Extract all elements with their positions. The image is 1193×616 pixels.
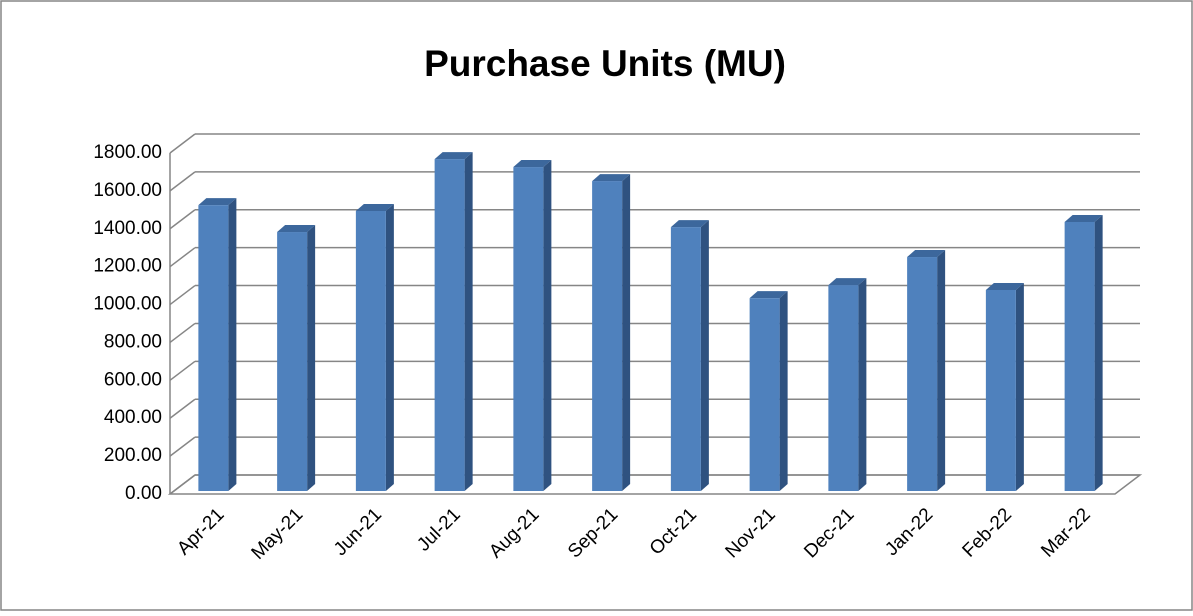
bar-side bbox=[543, 160, 552, 492]
grid-line bbox=[169, 209, 196, 230]
bar-side bbox=[385, 204, 394, 492]
bar bbox=[985, 282, 1024, 491]
bar bbox=[198, 198, 237, 491]
bar-front bbox=[749, 298, 780, 491]
bar bbox=[355, 204, 394, 492]
grid-line bbox=[169, 474, 196, 495]
y-tick-label: 1200.00 bbox=[93, 256, 162, 277]
y-tick-label: 1000.00 bbox=[93, 294, 162, 315]
grid-line bbox=[169, 436, 196, 457]
grid-line bbox=[169, 133, 196, 154]
bar-front bbox=[828, 285, 859, 491]
bar-side bbox=[779, 291, 788, 491]
bar-top bbox=[828, 278, 867, 286]
bar-front bbox=[513, 167, 544, 492]
y-tick-label: 200.00 bbox=[104, 445, 162, 466]
bar-side bbox=[1094, 214, 1103, 491]
bar-top bbox=[592, 174, 631, 182]
bar-side bbox=[700, 220, 709, 491]
bar-top bbox=[985, 282, 1024, 290]
bar-top bbox=[277, 225, 316, 233]
y-tick-label: 1400.00 bbox=[93, 218, 162, 239]
bar bbox=[434, 152, 473, 492]
bar bbox=[670, 220, 709, 491]
grid-line bbox=[169, 171, 196, 192]
bar-front bbox=[355, 211, 386, 492]
bar-front bbox=[198, 205, 229, 491]
bar-front bbox=[985, 289, 1016, 491]
bar-front bbox=[434, 159, 465, 492]
y-tick-label: 1600.00 bbox=[93, 180, 162, 201]
grid-line bbox=[169, 322, 196, 344]
y-tick-label: 800.00 bbox=[104, 331, 162, 352]
grid-line bbox=[169, 284, 196, 306]
bar-side bbox=[1015, 282, 1024, 491]
bar-front bbox=[592, 181, 623, 491]
bar-top bbox=[749, 291, 788, 299]
bar-side bbox=[858, 278, 867, 491]
bar bbox=[277, 225, 316, 491]
bar-front bbox=[277, 232, 308, 491]
y-tick-label: 600.00 bbox=[104, 369, 162, 390]
bar-top bbox=[198, 198, 237, 206]
bar-top bbox=[355, 204, 394, 212]
bar-front bbox=[670, 227, 701, 491]
y-tick-label: 0.00 bbox=[125, 483, 162, 504]
bar-side bbox=[622, 174, 631, 491]
bar bbox=[592, 174, 631, 491]
chart-title: Purchase Units (MU) bbox=[424, 43, 786, 84]
grid-line bbox=[169, 398, 196, 419]
grid-line bbox=[169, 360, 196, 381]
bar-side bbox=[228, 198, 237, 491]
bar-side bbox=[937, 250, 946, 491]
bar bbox=[907, 250, 946, 491]
y-tick-label: 400.00 bbox=[104, 407, 162, 428]
bar-front bbox=[1064, 221, 1095, 491]
bar-front bbox=[907, 257, 938, 491]
bar-top bbox=[434, 152, 473, 160]
bar-top bbox=[513, 160, 552, 168]
grid-line bbox=[169, 247, 196, 268]
bar bbox=[749, 291, 788, 491]
bar bbox=[828, 278, 867, 491]
bar-side bbox=[464, 152, 473, 492]
bar bbox=[513, 160, 552, 492]
bar-top bbox=[670, 220, 709, 228]
bar bbox=[1064, 214, 1103, 491]
bar-side bbox=[307, 225, 316, 491]
y-tick-label: 1800.00 bbox=[93, 142, 162, 163]
bar-top bbox=[1064, 214, 1103, 222]
bar-top bbox=[907, 250, 946, 258]
